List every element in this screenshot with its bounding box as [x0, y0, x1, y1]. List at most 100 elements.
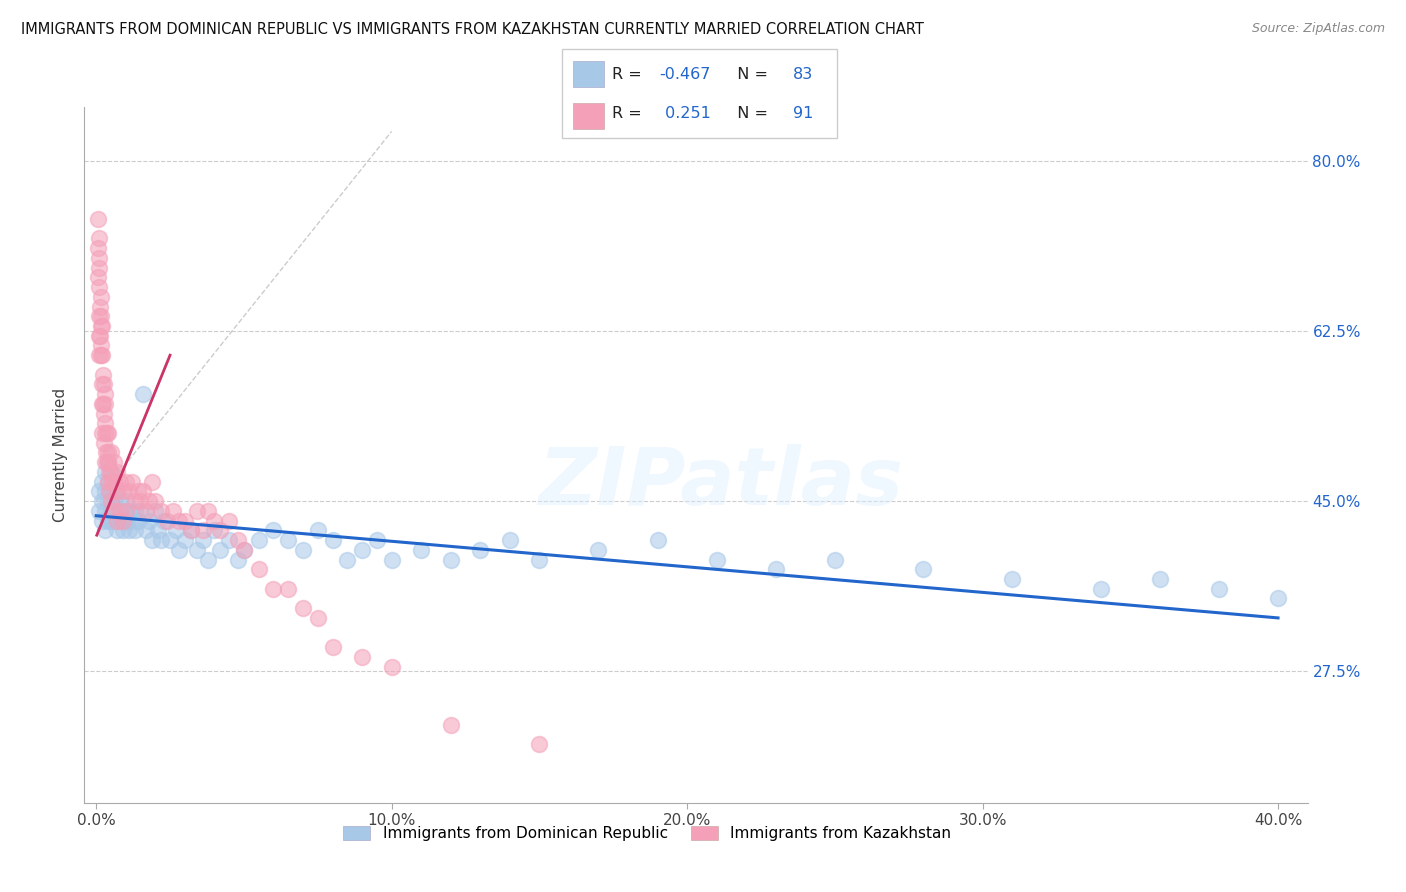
Point	[105, 465, 128, 479]
Point	[141, 475, 163, 489]
Point	[292, 542, 315, 557]
Point	[100, 484, 122, 499]
Point	[150, 504, 173, 518]
Point	[98, 484, 121, 499]
Point	[366, 533, 388, 547]
Point	[277, 533, 299, 547]
Point	[352, 542, 374, 557]
Point	[352, 649, 374, 664]
Point	[91, 397, 114, 411]
Point	[89, 348, 111, 362]
Point	[94, 397, 117, 411]
Point	[232, 542, 254, 557]
Point	[89, 328, 111, 343]
Point	[1208, 582, 1230, 596]
Point	[706, 552, 728, 566]
Point	[97, 465, 120, 479]
Point	[159, 533, 181, 547]
Point	[180, 524, 202, 538]
Point	[141, 533, 163, 547]
Point	[127, 484, 149, 499]
Text: -0.467: -0.467	[659, 67, 711, 81]
Point	[97, 425, 120, 440]
Point	[186, 542, 208, 557]
Point	[307, 611, 329, 625]
Point	[91, 494, 114, 508]
Text: R =: R =	[612, 67, 647, 81]
Point	[90, 290, 112, 304]
Point	[89, 484, 111, 499]
Point	[94, 455, 117, 469]
Point	[89, 280, 111, 294]
Point	[105, 514, 128, 528]
FancyBboxPatch shape	[574, 103, 603, 129]
Point	[90, 348, 112, 362]
Point	[262, 582, 284, 596]
Point	[103, 455, 125, 469]
Point	[91, 348, 114, 362]
Point	[105, 484, 128, 499]
Point	[209, 542, 232, 557]
Point	[197, 552, 219, 566]
Point	[91, 377, 114, 392]
Point	[162, 504, 184, 518]
Point	[124, 524, 146, 538]
Point	[93, 407, 115, 421]
Point	[91, 397, 114, 411]
Point	[103, 504, 125, 518]
Point	[411, 542, 433, 557]
Point	[96, 455, 118, 469]
Point	[153, 514, 176, 528]
Point	[94, 425, 117, 440]
Point	[121, 514, 143, 528]
Point	[97, 475, 120, 489]
Point	[186, 504, 208, 518]
Text: IMMIGRANTS FROM DOMINICAN REPUBLIC VS IMMIGRANTS FROM KAZAKHSTAN CURRENTLY MARRI: IMMIGRANTS FROM DOMINICAN REPUBLIC VS IM…	[21, 22, 924, 37]
Point	[89, 310, 111, 324]
Y-axis label: Currently Married: Currently Married	[53, 388, 69, 522]
Point	[167, 542, 190, 557]
Point	[118, 484, 141, 499]
Point	[138, 514, 160, 528]
Point	[167, 514, 190, 528]
Point	[292, 601, 315, 615]
Point	[91, 425, 114, 440]
Point	[381, 659, 404, 673]
Point	[100, 514, 122, 528]
FancyBboxPatch shape	[562, 49, 837, 138]
Point	[86, 270, 108, 285]
Point	[93, 435, 115, 450]
Point	[108, 475, 131, 489]
Point	[307, 524, 329, 538]
Point	[94, 484, 117, 499]
Point	[103, 494, 125, 508]
Point	[108, 494, 131, 508]
Point	[91, 514, 114, 528]
Point	[173, 514, 195, 528]
Point	[165, 524, 187, 538]
Point	[381, 552, 404, 566]
Point	[247, 533, 270, 547]
Point	[97, 445, 120, 459]
Point	[148, 524, 170, 538]
Point	[135, 524, 157, 538]
Point	[108, 514, 131, 528]
Point	[470, 542, 492, 557]
Text: N =: N =	[727, 67, 773, 81]
Point	[191, 524, 214, 538]
Point	[86, 211, 108, 226]
Point	[90, 310, 112, 324]
Point	[97, 455, 120, 469]
Point	[336, 552, 359, 566]
Point	[103, 475, 125, 489]
Point	[97, 494, 120, 508]
Point	[124, 494, 146, 508]
Point	[97, 455, 120, 469]
Point	[218, 514, 240, 528]
Point	[121, 475, 143, 489]
Point	[100, 465, 122, 479]
Point	[91, 318, 114, 333]
Point	[1001, 572, 1024, 586]
Point	[90, 318, 112, 333]
Point	[114, 475, 136, 489]
